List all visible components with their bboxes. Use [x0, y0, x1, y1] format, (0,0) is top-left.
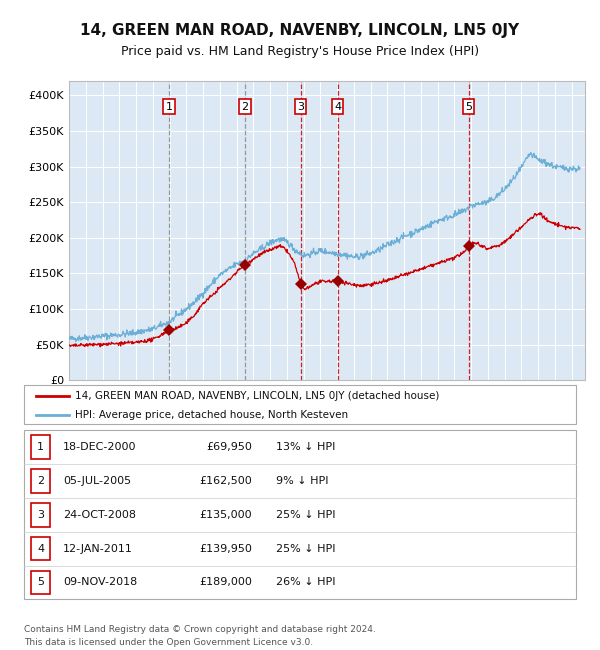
Text: 24-OCT-2008: 24-OCT-2008 — [63, 510, 136, 520]
Text: £139,950: £139,950 — [199, 543, 252, 554]
Text: 1: 1 — [37, 442, 44, 452]
Text: Contains HM Land Registry data © Crown copyright and database right 2024.
This d: Contains HM Land Registry data © Crown c… — [24, 625, 376, 647]
Text: 3: 3 — [297, 101, 304, 112]
Text: 4: 4 — [334, 101, 341, 112]
Text: 1: 1 — [166, 101, 172, 112]
Text: 4: 4 — [37, 543, 44, 554]
Text: £135,000: £135,000 — [199, 510, 252, 520]
Text: Price paid vs. HM Land Registry's House Price Index (HPI): Price paid vs. HM Land Registry's House … — [121, 46, 479, 58]
Text: 5: 5 — [37, 577, 44, 588]
Text: £69,950: £69,950 — [206, 442, 252, 452]
Text: 9% ↓ HPI: 9% ↓ HPI — [276, 476, 329, 486]
Text: 3: 3 — [37, 510, 44, 520]
Text: £189,000: £189,000 — [199, 577, 252, 588]
Text: 09-NOV-2018: 09-NOV-2018 — [63, 577, 137, 588]
Text: 12-JAN-2011: 12-JAN-2011 — [63, 543, 133, 554]
Text: 13% ↓ HPI: 13% ↓ HPI — [276, 442, 335, 452]
Text: 2: 2 — [241, 101, 248, 112]
Text: HPI: Average price, detached house, North Kesteven: HPI: Average price, detached house, Nort… — [75, 410, 348, 420]
Text: 25% ↓ HPI: 25% ↓ HPI — [276, 510, 335, 520]
Text: 18-DEC-2000: 18-DEC-2000 — [63, 442, 137, 452]
Text: 5: 5 — [465, 101, 472, 112]
Text: £162,500: £162,500 — [199, 476, 252, 486]
Text: 14, GREEN MAN ROAD, NAVENBY, LINCOLN, LN5 0JY (detached house): 14, GREEN MAN ROAD, NAVENBY, LINCOLN, LN… — [75, 391, 439, 400]
Text: 25% ↓ HPI: 25% ↓ HPI — [276, 543, 335, 554]
Text: 2: 2 — [37, 476, 44, 486]
Text: 26% ↓ HPI: 26% ↓ HPI — [276, 577, 335, 588]
Text: 05-JUL-2005: 05-JUL-2005 — [63, 476, 131, 486]
Text: 14, GREEN MAN ROAD, NAVENBY, LINCOLN, LN5 0JY: 14, GREEN MAN ROAD, NAVENBY, LINCOLN, LN… — [80, 23, 520, 38]
